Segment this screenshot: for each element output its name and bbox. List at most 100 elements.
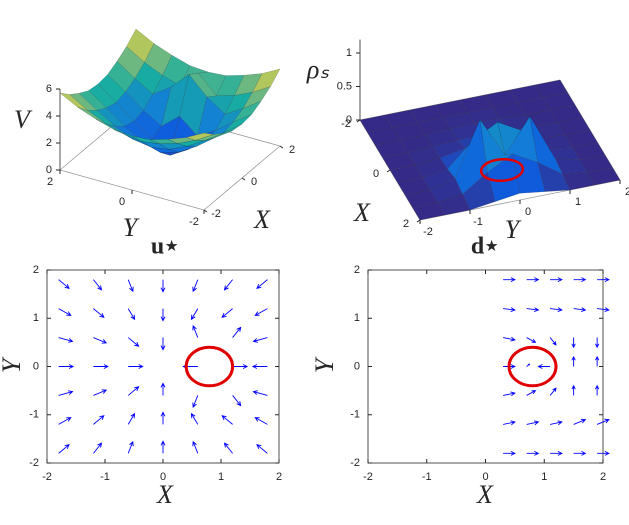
arrow <box>526 307 540 312</box>
arrow <box>93 364 109 369</box>
z-tick-label: 6 <box>46 83 52 95</box>
y-tick-label: -2 <box>350 457 360 469</box>
arrow <box>190 308 199 321</box>
y-tick-label: 0 <box>33 360 39 372</box>
arrow <box>597 307 610 312</box>
arrow <box>251 364 268 369</box>
arrow <box>596 418 610 425</box>
x-axis-label: X <box>253 205 271 234</box>
arrow <box>595 337 600 349</box>
arrow <box>571 384 576 396</box>
arrow <box>127 412 136 425</box>
y-tick-label: 1 <box>33 312 39 324</box>
arrow <box>93 337 108 344</box>
arrow <box>223 442 233 454</box>
arrow <box>58 444 70 454</box>
y-axis-label: Y <box>123 213 140 242</box>
x-tick-label: 0 <box>160 471 166 483</box>
arrow <box>595 384 600 396</box>
arrow <box>58 417 72 425</box>
x-tick-label: -2 <box>42 471 52 483</box>
y-tick-label: 2 <box>625 186 629 198</box>
z-axis-label: V <box>14 105 33 134</box>
arrow <box>573 307 587 312</box>
arrow <box>190 412 199 425</box>
arrow <box>526 337 537 343</box>
x-tick-label: -2 <box>363 471 373 483</box>
y-tick-label: -2 <box>29 457 39 469</box>
y-tick-label: -1 <box>350 409 360 421</box>
arrow <box>256 279 268 289</box>
arrow <box>549 387 557 396</box>
plot-area <box>367 269 604 464</box>
arrow <box>58 390 74 396</box>
arrow <box>192 279 199 293</box>
arrow <box>550 277 563 283</box>
arrow <box>573 418 587 425</box>
chart-title: d⋆ <box>471 234 499 260</box>
arrow <box>127 279 134 293</box>
arrow <box>571 355 576 367</box>
y-axis-label: Y <box>310 356 339 373</box>
z-tick-label: 1 <box>346 47 352 59</box>
arrow <box>232 395 242 407</box>
arrow <box>58 279 70 289</box>
arrow <box>256 444 268 454</box>
arrow <box>221 308 233 318</box>
arrow <box>254 417 268 425</box>
arrow <box>128 364 144 369</box>
arrow <box>537 364 551 369</box>
y-tick-label: -1 <box>473 216 483 228</box>
arrow <box>503 307 516 312</box>
arrow <box>192 325 199 338</box>
arrow <box>571 337 576 349</box>
x-tick-label: 2 <box>276 471 282 483</box>
arrow <box>127 386 140 396</box>
z-tick-label: 0 <box>346 114 352 126</box>
arrow <box>127 440 134 454</box>
x-tick-label: 0 <box>251 176 257 188</box>
arrow <box>252 337 268 343</box>
arrow <box>526 450 540 456</box>
arrow <box>254 308 268 316</box>
arrow <box>160 279 166 293</box>
arrow <box>93 389 108 396</box>
y-tick-label: 2 <box>47 176 53 188</box>
x-axis-label: X <box>156 480 174 509</box>
arrow <box>192 440 199 454</box>
x-tick-label: 2 <box>600 471 606 483</box>
arrow <box>526 390 537 396</box>
x-tick <box>386 169 391 173</box>
y-axis-label: Y <box>505 215 522 244</box>
y-tick-label: -1 <box>29 409 39 421</box>
z-tick-label: 0.5 <box>337 80 352 92</box>
x-tick-label: -1 <box>422 471 432 483</box>
arrow <box>503 450 516 456</box>
arrow <box>93 415 105 425</box>
arrow <box>550 450 563 456</box>
arrow <box>597 450 610 456</box>
y-axis-label: Y <box>0 356 26 373</box>
z-axis-label: ρₛ <box>306 55 329 84</box>
x-tick-label: -2 <box>211 208 221 220</box>
arrow <box>58 308 72 316</box>
arrow <box>160 440 166 454</box>
arrow <box>160 308 166 322</box>
arrow <box>597 277 610 283</box>
arrow <box>503 336 516 342</box>
arrow <box>573 277 587 283</box>
x-tick-label: 2 <box>403 218 409 230</box>
arrow <box>160 411 166 425</box>
arrow <box>549 337 557 346</box>
y-tick-label: 0 <box>354 360 360 372</box>
x-axis-label: X <box>353 198 371 227</box>
obstacle-circle <box>479 158 525 182</box>
obstacle-circle <box>184 345 235 388</box>
arrow <box>252 390 268 396</box>
x-tick-label: 1 <box>218 471 224 483</box>
arrow <box>503 391 516 397</box>
x-tick <box>356 119 361 123</box>
arrow <box>221 415 233 425</box>
arrow <box>526 363 531 367</box>
